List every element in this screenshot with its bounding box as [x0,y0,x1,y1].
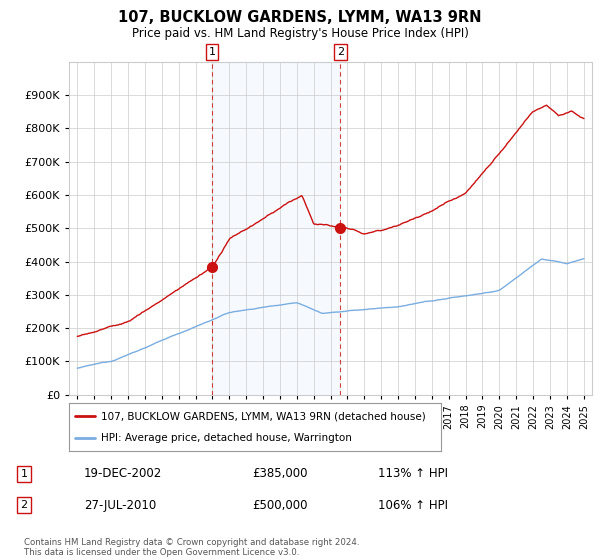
Text: 107, BUCKLOW GARDENS, LYMM, WA13 9RN: 107, BUCKLOW GARDENS, LYMM, WA13 9RN [118,10,482,25]
Text: 19-DEC-2002: 19-DEC-2002 [84,467,162,480]
Text: 106% ↑ HPI: 106% ↑ HPI [378,498,448,511]
Text: HPI: Average price, detached house, Warrington: HPI: Average price, detached house, Warr… [101,433,352,443]
Text: £385,000: £385,000 [252,467,308,480]
Text: 1: 1 [20,469,28,479]
Text: Price paid vs. HM Land Registry's House Price Index (HPI): Price paid vs. HM Land Registry's House … [131,27,469,40]
Text: 107, BUCKLOW GARDENS, LYMM, WA13 9RN (detached house): 107, BUCKLOW GARDENS, LYMM, WA13 9RN (de… [101,411,425,421]
Text: 113% ↑ HPI: 113% ↑ HPI [378,467,448,480]
Text: 27-JUL-2010: 27-JUL-2010 [84,498,156,511]
Text: 2: 2 [337,47,344,57]
Text: Contains HM Land Registry data © Crown copyright and database right 2024.
This d: Contains HM Land Registry data © Crown c… [24,538,359,557]
Text: 2: 2 [20,500,28,510]
Text: £500,000: £500,000 [252,498,308,511]
Text: 1: 1 [208,47,215,57]
Bar [212,62,340,395]
